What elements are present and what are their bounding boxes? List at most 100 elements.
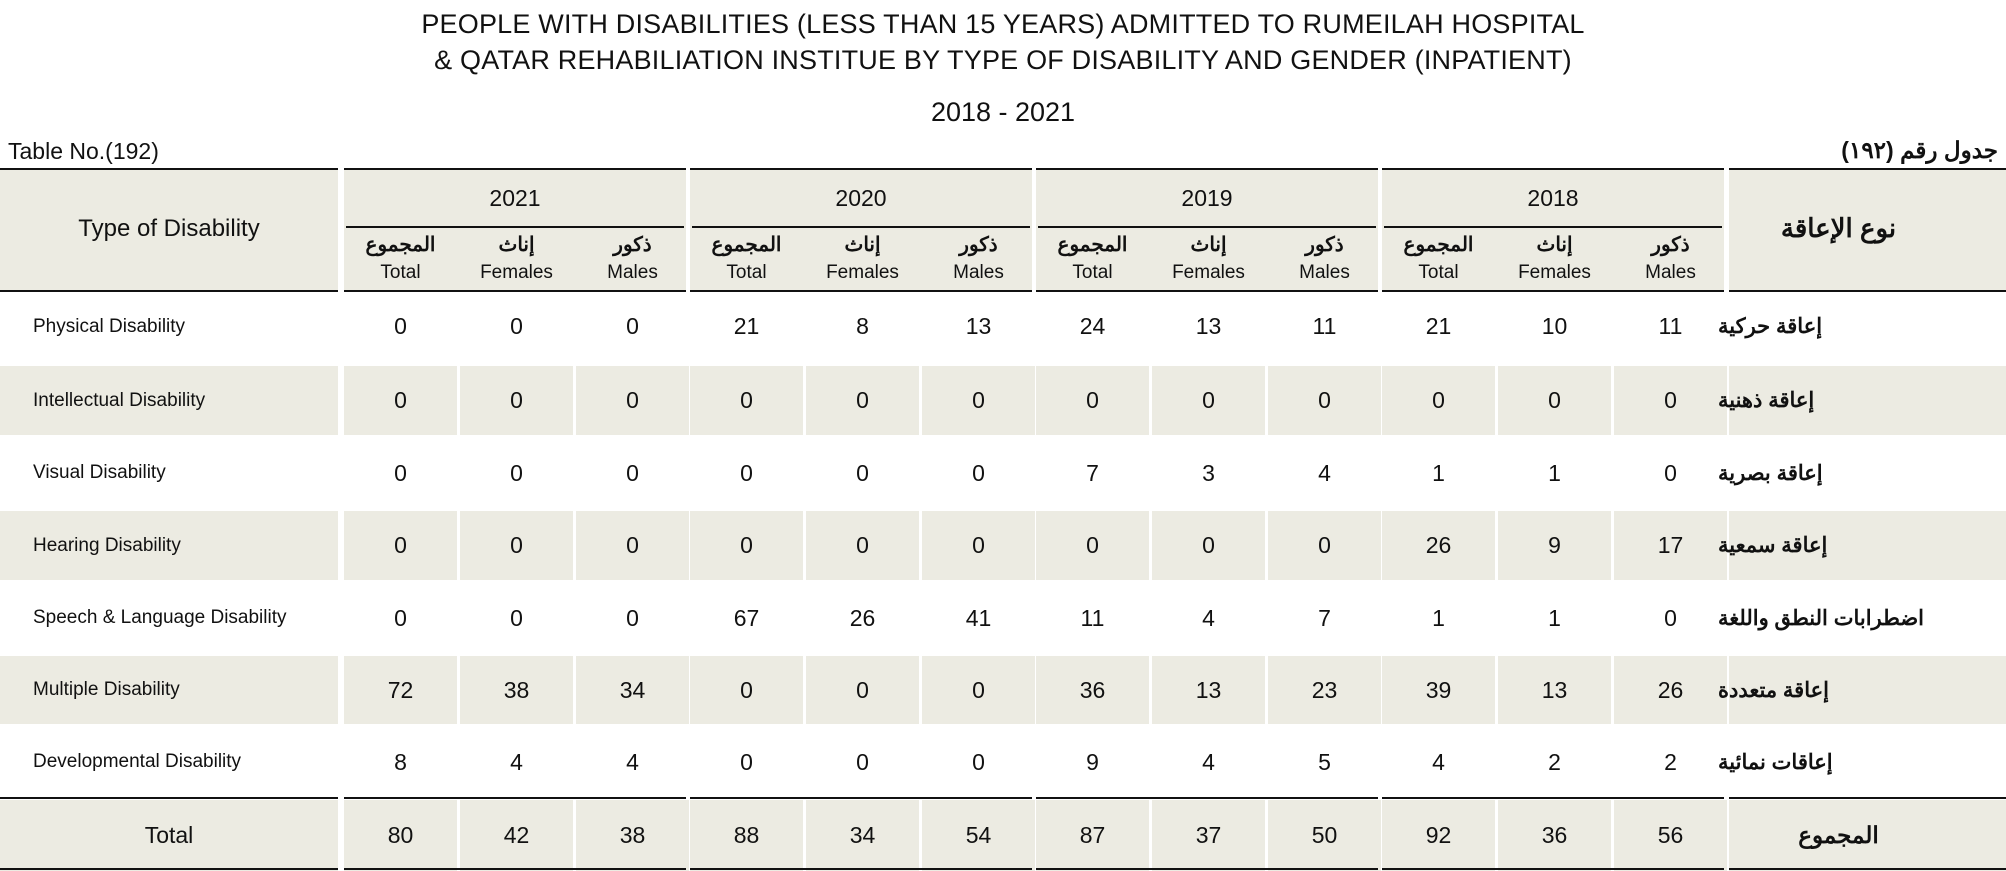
row-label-en: Visual Disability — [33, 462, 166, 483]
row-band — [806, 800, 919, 871]
row-band — [1614, 366, 1727, 435]
header-sub-en: Females — [480, 262, 553, 283]
total-cell: 42 — [503, 822, 530, 848]
table-cell: 8 — [394, 748, 407, 775]
table-cell: 0 — [394, 604, 407, 631]
row-band — [1382, 366, 1495, 435]
row-band — [576, 511, 689, 580]
table-rule — [344, 797, 686, 799]
table-cell: 1 — [1432, 459, 1445, 486]
header-sub-ar: إناث — [1190, 233, 1227, 256]
total-cell: 92 — [1425, 822, 1452, 848]
row-label-ar: اضطرابات النطق واللغة — [1718, 606, 1925, 630]
year-underline — [1038, 226, 1376, 228]
table-cell: 4 — [510, 748, 523, 775]
table-cell: 0 — [856, 459, 869, 486]
header-band-year — [1382, 170, 1724, 292]
table-number-en: Table No.(192) — [8, 138, 159, 164]
row-label-en: Hearing Disability — [33, 534, 181, 556]
table-rule — [1382, 797, 1724, 799]
row-band — [460, 511, 573, 580]
header-band-year — [1036, 170, 1378, 292]
header-band-type-en — [0, 170, 338, 292]
table-cell: 0 — [972, 387, 985, 413]
header-year: 2019 — [1181, 184, 1233, 211]
header-sub-ar: ذكور — [1651, 233, 1690, 256]
row-band — [1036, 366, 1149, 435]
table-cell: 39 — [1425, 676, 1452, 703]
table-cell: 13 — [1541, 676, 1568, 703]
title-line-2: & QATAR REHABILIATION INSTITUE BY TYPE O… — [434, 45, 1572, 75]
table-cell: 4 — [1202, 604, 1215, 631]
header-sub-ar: المجموع — [365, 233, 436, 256]
row-band — [1382, 511, 1495, 580]
table-cell: 67 — [733, 604, 760, 631]
row-band — [922, 656, 1035, 724]
row-band — [1729, 366, 2006, 435]
table-cell: 0 — [626, 604, 639, 631]
row-band — [1614, 800, 1727, 871]
table-cell: 0 — [740, 676, 753, 703]
row-label-ar: إعاقة حركية — [1718, 315, 1823, 338]
total-cell: 80 — [387, 822, 414, 848]
row-band — [1729, 511, 2006, 580]
row-label-en: Developmental Disability — [33, 751, 242, 772]
table-cell: 10 — [1541, 313, 1568, 339]
row-band — [0, 511, 338, 580]
table-bottom-rule — [0, 868, 338, 870]
row-label-ar: إعاقة سمعية — [1718, 534, 1828, 557]
table-cell: 0 — [394, 532, 407, 558]
header-sub-en: Males — [1645, 262, 1696, 283]
table-cell: 8 — [856, 313, 869, 339]
table-cell: 21 — [1425, 313, 1452, 339]
total-cell: 50 — [1311, 822, 1338, 848]
total-label-en: Total — [144, 822, 194, 848]
table-cell: 7 — [1318, 604, 1331, 631]
table-cell: 0 — [1664, 459, 1677, 486]
header-year: 2020 — [835, 184, 887, 211]
table-cell: 0 — [1086, 387, 1099, 413]
table-cell: 13 — [1195, 313, 1222, 339]
row-band — [1152, 511, 1265, 580]
row-band — [690, 511, 803, 580]
table-cell: 17 — [1657, 532, 1684, 558]
row-band — [0, 656, 338, 724]
table-cell: 0 — [972, 459, 985, 486]
total-cell: 38 — [619, 822, 646, 848]
title-line-1: PEOPLE WITH DISABILITIES (LESS THAN 15 Y… — [421, 9, 1585, 39]
row-band — [576, 656, 689, 724]
table-cell: 38 — [503, 676, 530, 703]
table-cell: 0 — [1202, 387, 1215, 413]
table-cell: 0 — [740, 387, 753, 413]
header-sub-en: Males — [953, 262, 1004, 283]
header-sub-en: Females — [1518, 262, 1591, 283]
table-cell: 0 — [856, 676, 869, 703]
header-sub-ar: إناث — [844, 233, 881, 256]
row-band — [1268, 800, 1381, 871]
year-underline — [346, 226, 684, 228]
table-number-ar: جدول رقم (١٩٢) — [1841, 137, 1998, 163]
table-cell: 0 — [740, 459, 753, 486]
year-underline — [692, 226, 1030, 228]
table-rule — [1036, 290, 1378, 292]
table-rule — [344, 290, 686, 292]
header-sub-en: Total — [726, 262, 767, 283]
table-rule — [344, 168, 686, 170]
row-band — [1729, 800, 2006, 871]
row-band — [1382, 656, 1495, 724]
table-rule — [0, 168, 338, 170]
row-band — [690, 366, 803, 435]
table-cell: 1 — [1548, 604, 1561, 631]
row-band — [1614, 511, 1727, 580]
table-cell: 0 — [856, 748, 869, 775]
row-band — [460, 800, 573, 871]
row-band — [1498, 656, 1611, 724]
row-band — [344, 366, 457, 435]
table-cell: 0 — [856, 532, 869, 558]
header-year: 2021 — [489, 184, 541, 211]
row-band — [806, 366, 919, 435]
table-cell: 26 — [849, 604, 876, 631]
header-band-type-ar — [1729, 170, 2006, 292]
row-band — [1268, 366, 1381, 435]
table-bottom-rule — [1036, 868, 1378, 870]
